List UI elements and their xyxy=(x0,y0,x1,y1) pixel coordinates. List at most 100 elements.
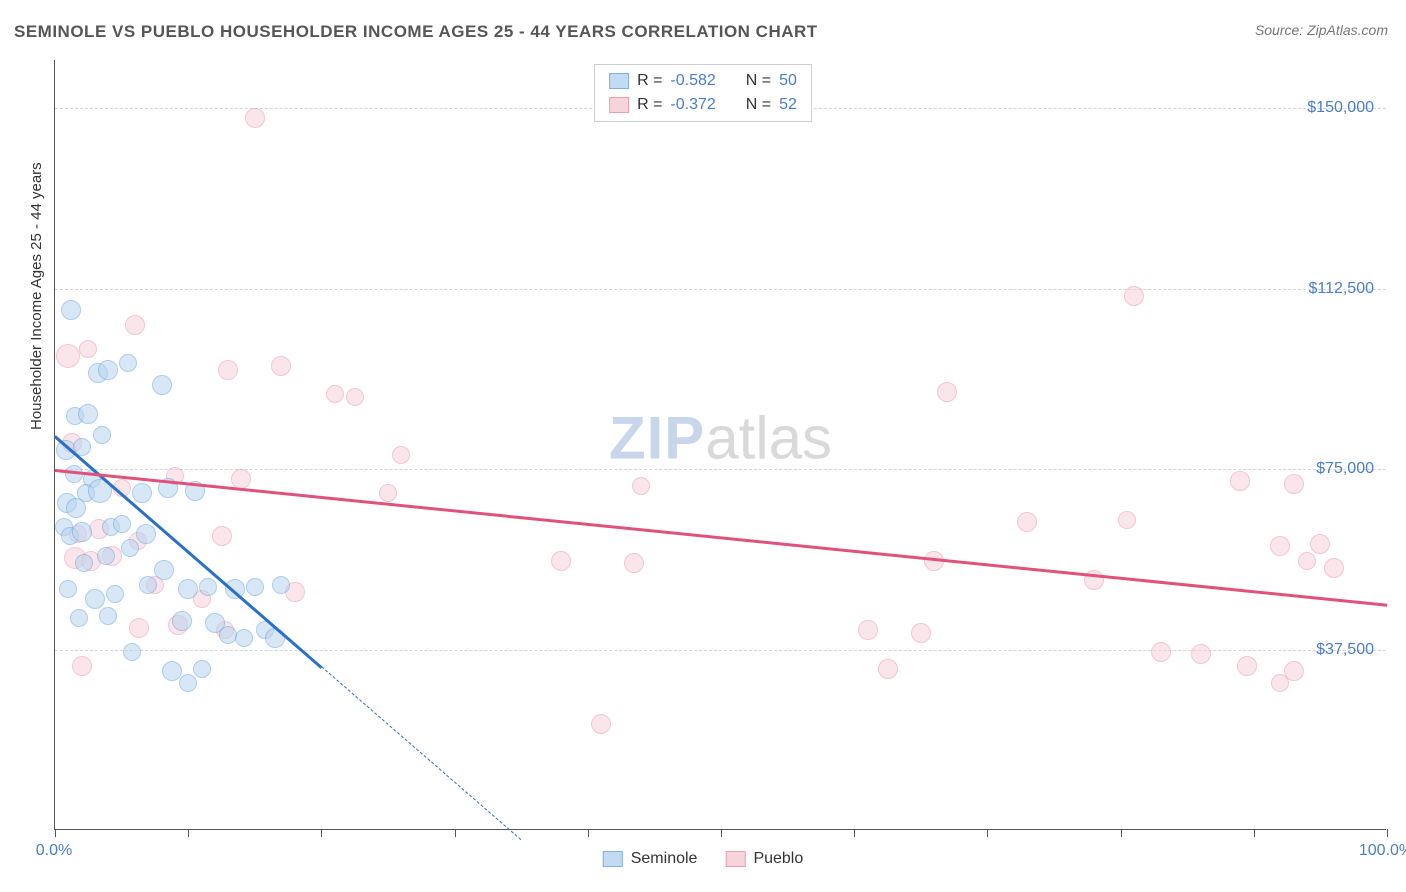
legend-series-label: Seminole xyxy=(631,850,698,868)
data-point xyxy=(199,578,217,596)
n-label: N = xyxy=(746,93,771,117)
data-point xyxy=(139,576,157,594)
data-point xyxy=(1124,286,1144,306)
legend-series-label: Pueblo xyxy=(753,850,803,868)
data-point xyxy=(1298,552,1316,570)
data-point xyxy=(326,385,344,403)
legend-swatch xyxy=(609,73,629,89)
data-point xyxy=(72,656,92,676)
data-point xyxy=(85,589,105,609)
data-point xyxy=(246,578,264,596)
data-point xyxy=(121,539,139,557)
data-point xyxy=(78,404,98,424)
data-point xyxy=(392,446,410,464)
data-point xyxy=(93,426,111,444)
legend-swatch xyxy=(725,851,745,867)
data-point xyxy=(152,375,172,395)
plot-area: ZIPatlas $37,500$75,000$112,500$150,000 xyxy=(54,60,1386,830)
data-point xyxy=(218,360,238,380)
chart-title: SEMINOLE VS PUEBLO HOUSEHOLDER INCOME AG… xyxy=(14,22,818,42)
correlation-legend: R = -0.582 N = 50R = -0.372 N = 52 xyxy=(594,64,812,122)
data-point xyxy=(1310,534,1330,554)
data-point xyxy=(97,547,115,565)
legend-swatch xyxy=(609,97,629,113)
x-tick xyxy=(1121,829,1122,837)
y-tick-label: $112,500 xyxy=(1308,280,1374,298)
data-point xyxy=(178,579,198,599)
data-point xyxy=(123,643,141,661)
data-point xyxy=(1017,512,1037,532)
data-point xyxy=(136,524,156,544)
data-point xyxy=(591,714,611,734)
watermark-zip: ZIP xyxy=(609,404,705,471)
data-point xyxy=(1118,511,1136,529)
data-point xyxy=(231,469,251,489)
legend-series-item: Seminole xyxy=(603,850,698,868)
legend-series-item: Pueblo xyxy=(725,850,803,868)
data-point xyxy=(172,611,192,631)
data-point xyxy=(125,315,145,335)
x-tick xyxy=(321,829,322,837)
data-point xyxy=(632,477,650,495)
x-tick xyxy=(721,829,722,837)
data-point xyxy=(1284,474,1304,494)
trend-line-extrapolated xyxy=(321,667,522,842)
n-value: 52 xyxy=(779,93,797,117)
gridline xyxy=(55,650,1386,651)
data-point xyxy=(113,515,131,533)
x-tick xyxy=(987,829,988,837)
data-point xyxy=(1237,656,1257,676)
watermark-atlas: atlas xyxy=(705,404,832,471)
n-value: 50 xyxy=(779,69,797,93)
data-point xyxy=(212,526,232,546)
data-point xyxy=(245,108,265,128)
data-point xyxy=(70,609,88,627)
data-point xyxy=(119,354,137,372)
y-tick-label: $75,000 xyxy=(1316,460,1374,478)
data-point xyxy=(379,484,397,502)
y-axis-label: Householder Income Ages 25 - 44 years xyxy=(28,162,45,430)
x-tick xyxy=(455,829,456,837)
data-point xyxy=(106,585,124,603)
data-point xyxy=(272,576,290,594)
x-tick xyxy=(588,829,589,837)
data-point xyxy=(937,382,957,402)
data-point xyxy=(132,483,152,503)
legend-stat-row: R = -0.582N = 50 xyxy=(609,69,797,93)
data-point xyxy=(858,620,878,640)
data-point xyxy=(346,388,364,406)
data-point xyxy=(1191,644,1211,664)
gridline xyxy=(55,469,1386,470)
data-point xyxy=(79,340,97,358)
gridline xyxy=(55,289,1386,290)
data-point xyxy=(61,300,81,320)
x-tick-label: 100.0% xyxy=(1359,842,1406,860)
data-point xyxy=(235,629,253,647)
x-tick xyxy=(188,829,189,837)
y-tick-label: $37,500 xyxy=(1316,641,1374,659)
data-point xyxy=(1270,536,1290,556)
series-legend: Seminole Pueblo xyxy=(603,850,804,868)
data-point xyxy=(193,660,211,678)
legend-stat-row: R = -0.372 N = 52 xyxy=(609,93,797,117)
data-point xyxy=(59,580,77,598)
correlation-chart: SEMINOLE VS PUEBLO HOUSEHOLDER INCOME AG… xyxy=(0,0,1406,892)
x-tick xyxy=(1254,829,1255,837)
x-tick-label: 0.0% xyxy=(36,842,72,860)
data-point xyxy=(878,659,898,679)
data-point xyxy=(56,344,80,368)
data-point xyxy=(911,623,931,643)
n-label: N = xyxy=(746,69,771,93)
r-value: -0.582 xyxy=(670,69,715,93)
data-point xyxy=(551,551,571,571)
r-value: -0.372 xyxy=(670,93,715,117)
watermark: ZIPatlas xyxy=(609,403,832,472)
x-tick xyxy=(55,829,56,837)
legend-swatch xyxy=(603,851,623,867)
r-label: R = xyxy=(637,93,662,117)
data-point xyxy=(179,674,197,692)
data-point xyxy=(98,360,118,380)
data-point xyxy=(624,553,644,573)
data-point xyxy=(1271,674,1289,692)
data-point xyxy=(1151,642,1171,662)
